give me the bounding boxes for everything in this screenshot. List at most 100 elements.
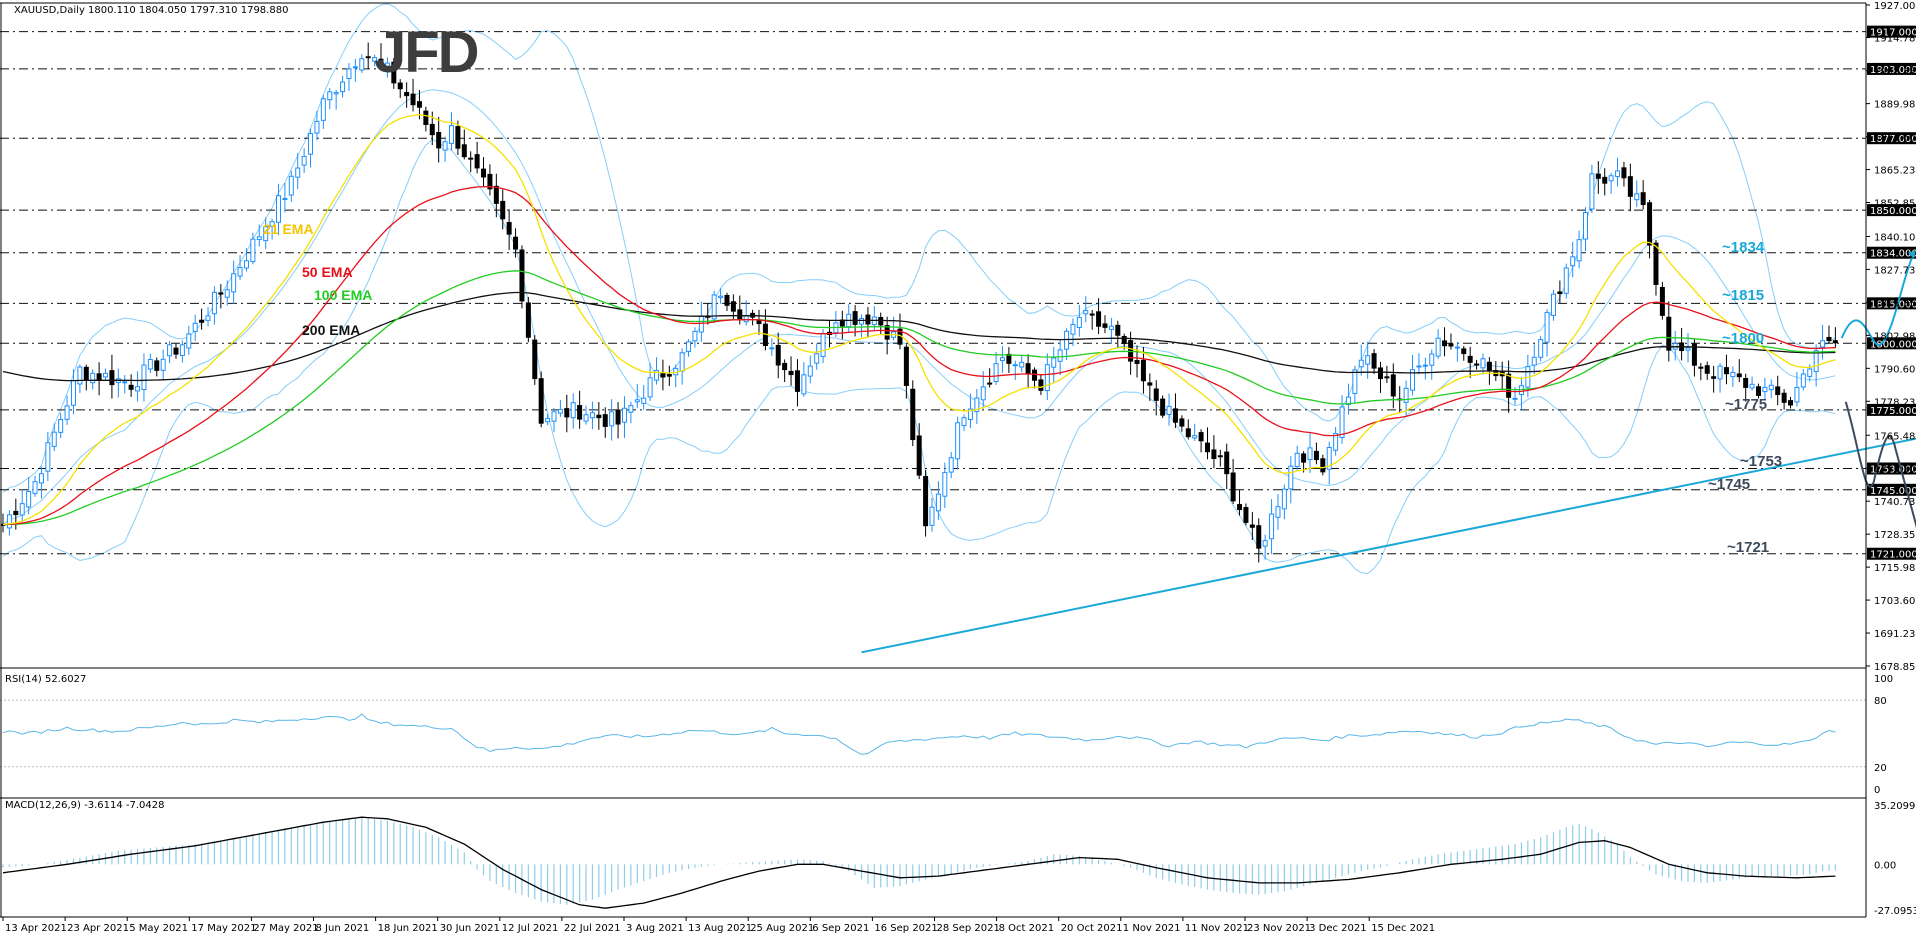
candle-body [993, 363, 999, 382]
level-1745-note: ~1745 [1708, 476, 1750, 493]
candle-body [442, 141, 448, 151]
candle-body [96, 373, 102, 381]
candle-body [1442, 340, 1448, 347]
candle-body [660, 373, 666, 378]
candle-body [955, 422, 961, 460]
candle-body [1352, 369, 1358, 394]
date-tick-label: 3 Aug 2021 [626, 923, 684, 934]
level-1753-note: ~1753 [1740, 453, 1782, 470]
candle-body [167, 344, 173, 357]
candle-body [1531, 356, 1537, 366]
candle-body [1051, 357, 1057, 368]
ema21-line [2, 114, 1836, 526]
level-tag-1775.000 [1867, 403, 1916, 416]
candle-body [1550, 293, 1556, 316]
candle-body [654, 370, 660, 381]
symbol-title: XAUUSD,Daily 1800.110 1804.050 1797.310 … [14, 5, 288, 16]
candle-body [1019, 361, 1025, 368]
candle-body [237, 267, 243, 277]
candle-body [333, 92, 339, 95]
date-tick-label: 30 Jun 2021 [440, 923, 500, 934]
candle-body [1723, 367, 1729, 375]
price-tick-label: 1889.980 [1874, 100, 1916, 111]
candle-body [327, 91, 333, 101]
candle-body [1288, 465, 1294, 490]
candle-body [884, 325, 890, 340]
candle-body [1096, 311, 1102, 327]
candle-body [1666, 316, 1672, 351]
rsi-panel: 100 80 20 0 [0, 674, 1893, 796]
candle-body [391, 61, 397, 84]
candle-body [1057, 349, 1063, 362]
candle-body [1512, 397, 1518, 400]
date-tick-label: 3 Dec 2021 [1309, 923, 1367, 934]
candle-body [256, 236, 262, 241]
level-tag-text-1721.000: 1721.000 [1870, 550, 1916, 561]
date-tick-label: 28 Sep 2021 [937, 923, 1000, 934]
candle-body [570, 402, 576, 419]
candle-body [577, 405, 583, 420]
candle-body [423, 110, 429, 125]
candle-body [269, 221, 275, 227]
date-tick-label: 22 Jul 2021 [564, 923, 621, 934]
candle-body [814, 353, 820, 364]
candle-body [1749, 383, 1755, 389]
candle-body [1166, 405, 1172, 416]
candle-body [718, 295, 724, 299]
date-tick-label: 23 Apr 2021 [67, 923, 129, 934]
bollinger-middle-line [2, 89, 1836, 525]
level-1815-note: ~1815 [1722, 287, 1764, 304]
candle-body [903, 346, 909, 386]
candle-body [250, 238, 256, 263]
date-tick-label: 11 Nov 2021 [1185, 923, 1249, 934]
candle-body [1307, 447, 1313, 461]
candle-body [275, 195, 281, 223]
price-tick-label: 1914.780 [1874, 34, 1916, 45]
candle-body [532, 339, 538, 380]
candle-body [519, 249, 525, 302]
candle-body [692, 330, 698, 342]
candle-body [1198, 432, 1204, 442]
level-tag-text-1850.000: 1850.000 [1870, 206, 1916, 217]
candle-body [179, 344, 185, 356]
candle-body [1294, 452, 1300, 467]
price-tick-label: 1927.000 [1874, 1, 1916, 12]
candle-body [1256, 525, 1262, 549]
level-tag-text-1753.000: 1753.000 [1870, 464, 1916, 475]
candle-body [352, 66, 358, 69]
candle-body [1211, 449, 1217, 460]
candle-body [782, 362, 788, 371]
candle-body [929, 506, 935, 526]
price-tick-label: 1715.980 [1874, 563, 1916, 574]
rsi-title: RSI(14) 52.6027 [5, 674, 86, 685]
ema50-label: 50 EMA [302, 264, 353, 280]
candle-body [1794, 387, 1800, 403]
candle-body [320, 98, 326, 121]
price-tick-label: 1691.230 [1874, 629, 1916, 640]
price-tick-label: 1753.105 [1874, 464, 1916, 475]
date-tick-label: 15 Dec 2021 [1371, 923, 1435, 934]
candle-body [557, 408, 563, 414]
candle-body [493, 185, 499, 204]
candle-body [32, 481, 38, 494]
candle-body [224, 289, 230, 298]
candle-body [1698, 366, 1704, 369]
candle-body [564, 408, 570, 418]
candle-body [1627, 176, 1633, 197]
candle-body [70, 380, 76, 406]
candle-body [1454, 346, 1460, 349]
date-tick-label: 27 May 2021 [253, 923, 318, 934]
rsi-tick-label: 20 [1874, 763, 1887, 774]
candle-body [551, 411, 557, 422]
candle-body [1467, 355, 1473, 363]
candle-body [340, 81, 346, 93]
candle-body [103, 372, 109, 378]
candle-body [1339, 406, 1345, 438]
candle-body [1704, 365, 1710, 374]
candle-body [1172, 408, 1178, 423]
date-tick-label: 13 Aug 2021 [688, 923, 752, 934]
candle-body [1025, 363, 1031, 375]
candle-body [135, 386, 141, 392]
price-tick-label: 1790.605 [1874, 364, 1916, 375]
candle-body [404, 91, 410, 97]
